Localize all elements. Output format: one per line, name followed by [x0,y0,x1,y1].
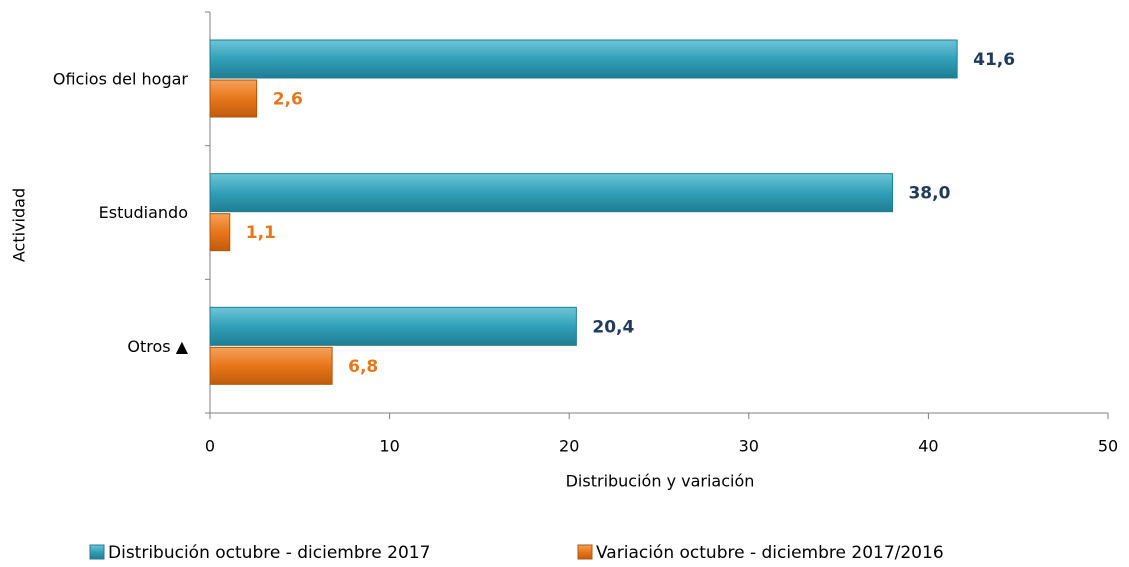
bar [209,79,258,118]
x-tick-label: 30 [739,437,759,456]
x-axis-label: Distribución y variación [566,472,755,491]
y-tick-label: Otros ▲ [127,337,188,356]
value-label: 41,6 [973,50,1015,70]
bar [209,39,958,79]
x-tick-label: 50 [1098,437,1118,456]
x-tick-label: 10 [379,437,399,456]
legend-label: Distribución octubre - diciembre 2017 [108,543,430,563]
value-label: 2,6 [273,90,303,110]
legend-swatch [577,544,593,560]
bar [209,213,231,252]
y-axis-label: Actividad [10,188,29,262]
bar [209,346,333,385]
value-label: 38,0 [908,184,950,204]
x-tick-label: 40 [918,437,938,456]
value-label: 6,8 [348,357,378,377]
bar [209,173,893,213]
x-tick-label: 20 [559,437,579,456]
y-tick-label: Oficios del hogar [53,70,189,89]
legend-label: Variación octubre - diciembre 2017/2016 [596,543,944,563]
x-tick-label: 0 [205,437,215,456]
value-label: 1,1 [246,223,276,243]
value-label: 20,4 [592,317,634,337]
legend-swatch [89,544,105,560]
bar [209,306,577,346]
y-tick-label: Estudiando [99,203,188,222]
